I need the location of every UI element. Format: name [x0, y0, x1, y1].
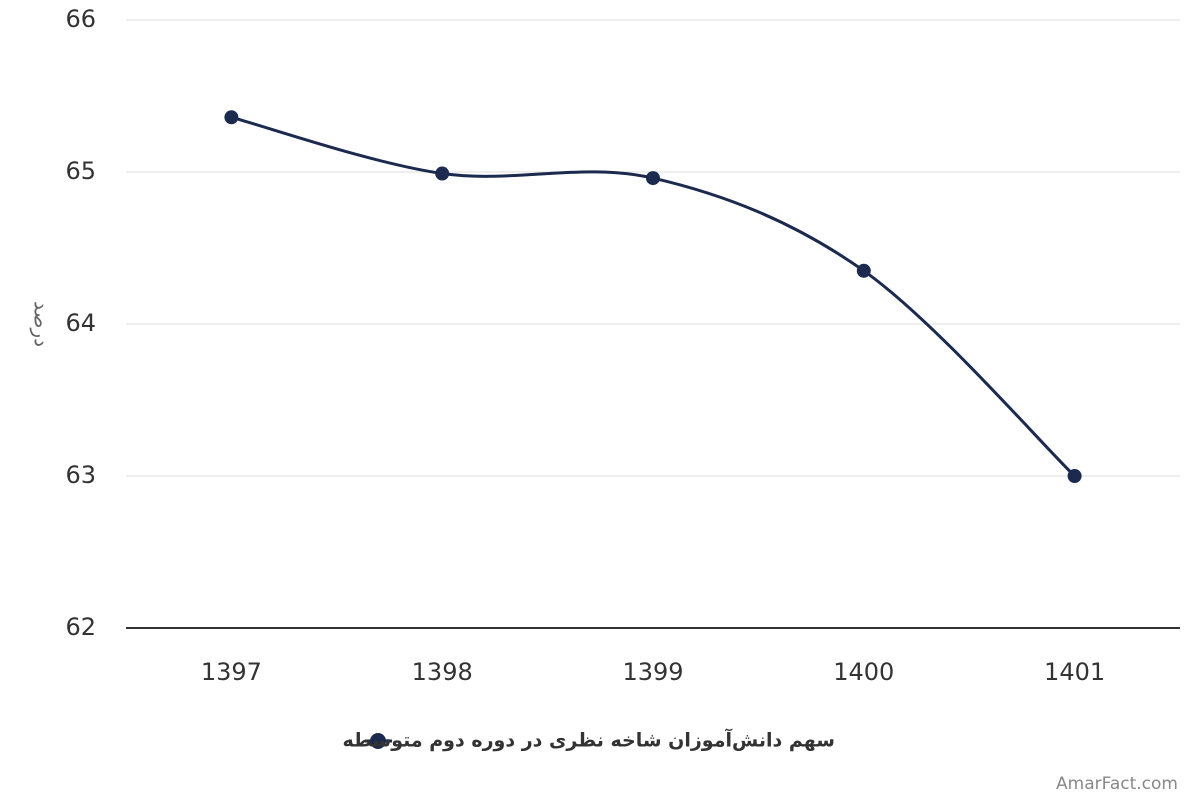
x-tick-label: 1397: [201, 658, 262, 686]
credit: AmarFact.com: [1056, 774, 1178, 794]
x-tick-label: 1400: [833, 658, 894, 686]
x-tick-label: 1398: [412, 658, 473, 686]
data-point: [435, 166, 450, 181]
y-tick-label: 65: [65, 157, 96, 185]
y-tick-label: 63: [65, 461, 96, 489]
legend-label: سهم دانش‌آموزان شاخه نظری در دوره دوم مت…: [343, 728, 836, 752]
data-point: [1067, 469, 1082, 483]
data-point: [646, 171, 660, 186]
x-tick-label: 1401: [1044, 658, 1105, 686]
x-tick-label: 1399: [622, 658, 683, 686]
y-tick-label: 62: [65, 613, 96, 641]
legend-marker: [370, 733, 386, 749]
y-axis-label: درصد: [30, 301, 54, 347]
y-tick-label: 64: [65, 309, 96, 337]
data-point: [224, 110, 239, 125]
series-line: [231, 115, 1076, 478]
data-point: [856, 263, 871, 278]
y-tick-label: 66: [65, 5, 96, 33]
